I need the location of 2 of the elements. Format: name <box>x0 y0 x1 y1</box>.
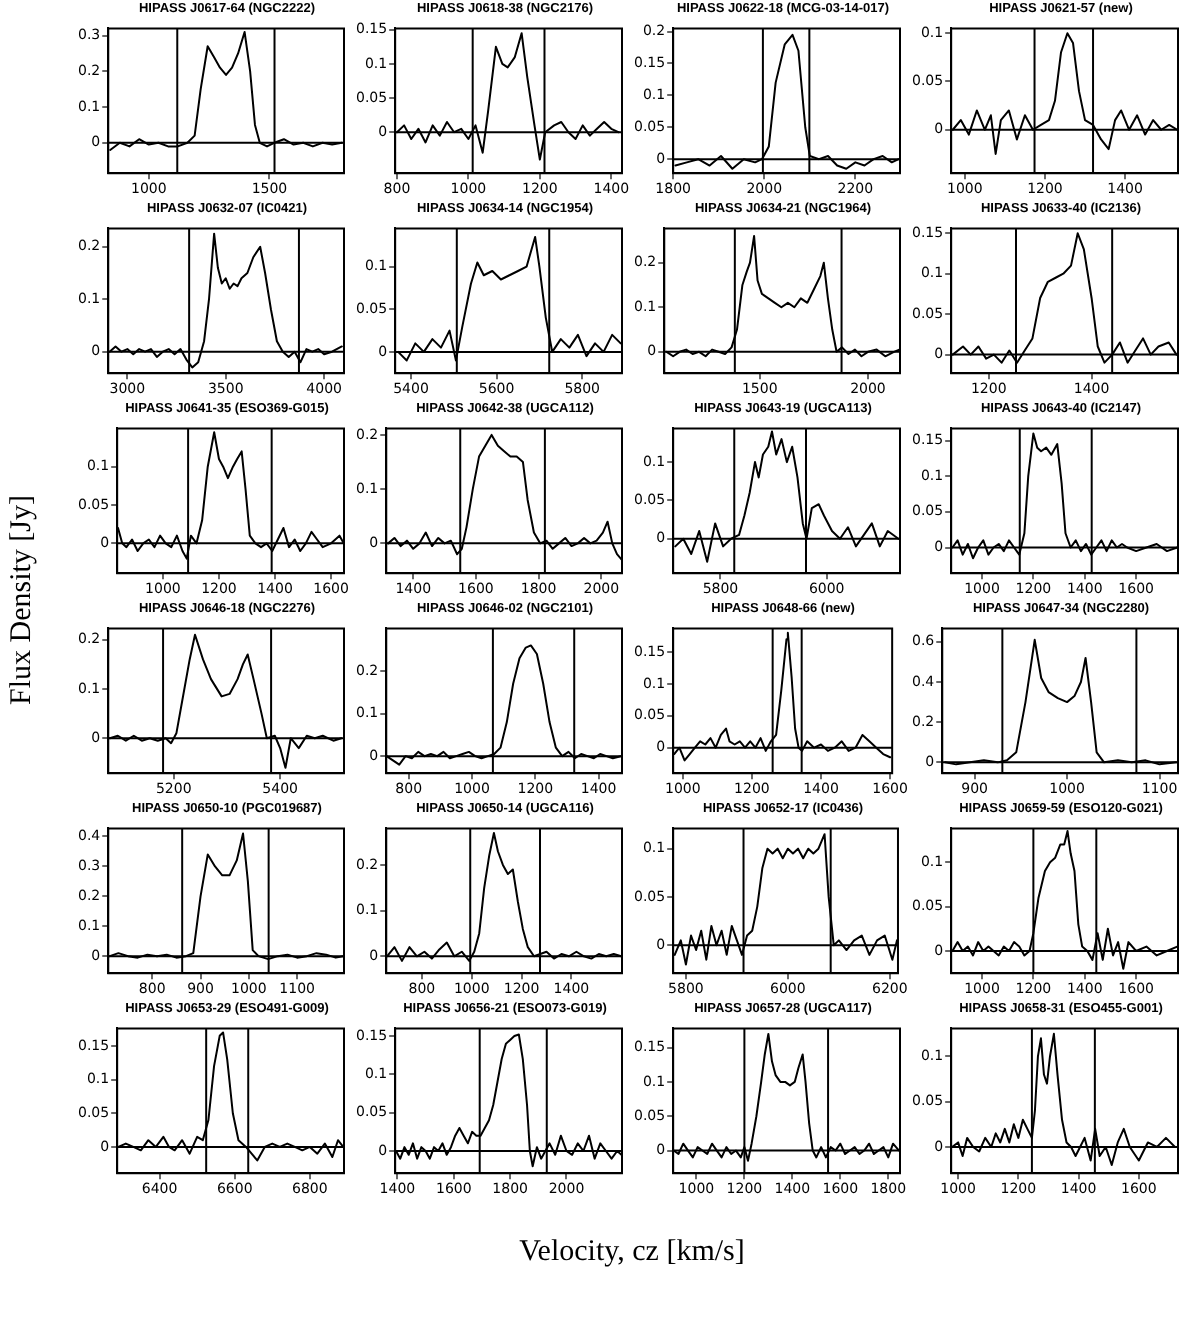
x-axis-title: Velocity, cz [km/s] <box>517 1236 747 1270</box>
y-axis-title: Flux Density [Jy] <box>6 493 40 709</box>
